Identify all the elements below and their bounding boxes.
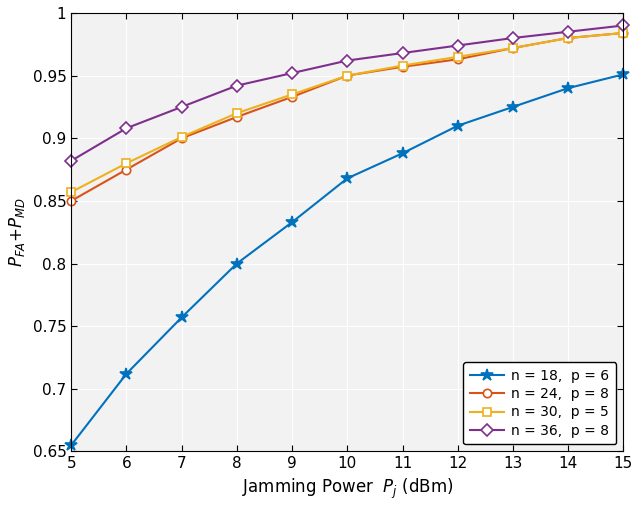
n = 24,  p = 8 (509, 45, 517, 51)
n = 36,  p = 8 (233, 83, 241, 89)
n = 36,  p = 8 (344, 57, 351, 64)
n = 24,  p = 8 (564, 35, 572, 41)
n = 18,  p = 6 (123, 371, 131, 377)
n = 30,  p = 5 (344, 73, 351, 79)
n = 18,  p = 6 (67, 442, 75, 448)
n = 24,  p = 8 (67, 198, 75, 204)
n = 18,  p = 6 (564, 85, 572, 91)
n = 36,  p = 8 (454, 43, 461, 49)
n = 18,  p = 6 (178, 314, 186, 321)
Line: n = 36,  p = 8: n = 36, p = 8 (67, 21, 628, 165)
n = 24,  p = 8 (454, 56, 461, 62)
n = 30,  p = 5 (178, 134, 186, 140)
Line: n = 18,  p = 6: n = 18, p = 6 (65, 68, 630, 452)
n = 24,  p = 8 (178, 135, 186, 141)
n = 18,  p = 6 (344, 175, 351, 181)
n = 36,  p = 8 (399, 50, 406, 56)
Line: n = 24,  p = 8: n = 24, p = 8 (67, 29, 628, 205)
n = 36,  p = 8 (178, 104, 186, 110)
n = 18,  p = 6 (454, 122, 461, 129)
Legend: n = 18,  p = 6, n = 24,  p = 8, n = 30,  p = 5, n = 36,  p = 8: n = 18, p = 6, n = 24, p = 8, n = 30, p … (463, 362, 616, 444)
n = 30,  p = 5 (233, 110, 241, 116)
n = 36,  p = 8 (288, 70, 296, 76)
n = 18,  p = 6 (620, 71, 627, 77)
n = 36,  p = 8 (620, 22, 627, 28)
n = 30,  p = 5 (288, 91, 296, 98)
n = 30,  p = 5 (399, 62, 406, 69)
n = 24,  p = 8 (620, 30, 627, 36)
n = 24,  p = 8 (233, 114, 241, 120)
n = 24,  p = 8 (288, 94, 296, 100)
n = 36,  p = 8 (509, 35, 517, 41)
n = 30,  p = 5 (454, 54, 461, 60)
n = 24,  p = 8 (123, 167, 131, 173)
Y-axis label: $P_{FA}$$+$$P_{MD}$: $P_{FA}$$+$$P_{MD}$ (7, 198, 27, 267)
n = 30,  p = 5 (67, 189, 75, 195)
n = 30,  p = 5 (123, 160, 131, 166)
n = 36,  p = 8 (67, 157, 75, 164)
n = 18,  p = 6 (509, 104, 517, 110)
n = 18,  p = 6 (233, 261, 241, 267)
n = 36,  p = 8 (564, 28, 572, 35)
n = 24,  p = 8 (344, 73, 351, 79)
n = 18,  p = 6 (399, 150, 406, 156)
n = 36,  p = 8 (123, 125, 131, 131)
X-axis label: Jamming Power  $P_j$ (dBm): Jamming Power $P_j$ (dBm) (241, 477, 453, 501)
n = 30,  p = 5 (564, 35, 572, 41)
n = 24,  p = 8 (399, 64, 406, 70)
n = 30,  p = 5 (509, 45, 517, 51)
n = 30,  p = 5 (620, 30, 627, 36)
n = 18,  p = 6 (288, 219, 296, 225)
Line: n = 30,  p = 5: n = 30, p = 5 (67, 29, 628, 196)
